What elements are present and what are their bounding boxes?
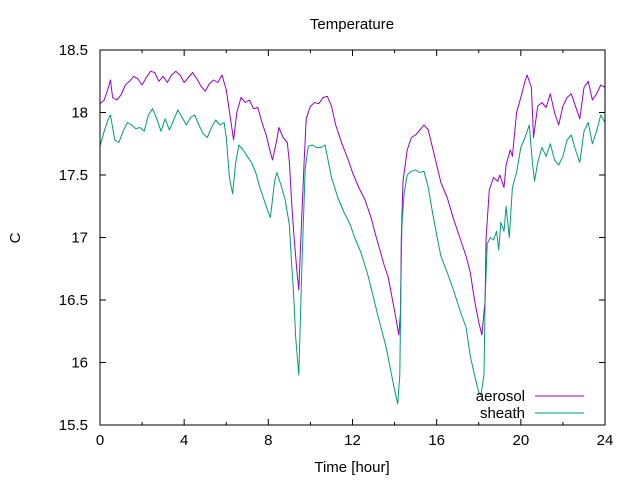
x-tick-label: 16	[428, 432, 445, 449]
y-tick-label: 16	[71, 355, 88, 372]
y-tick-label: 18	[71, 105, 88, 122]
x-tick-label: 20	[512, 432, 529, 449]
series-line-aerosol	[99, 70, 606, 336]
x-axis-ticks: 0 4 8 12 16 20 24	[96, 50, 614, 449]
y-tick-label: 18.5	[59, 42, 88, 59]
y-tick-label: 16.5	[59, 292, 88, 309]
y-tick-label: 15.5	[59, 417, 88, 434]
legend-label-sheath: sheath	[480, 405, 525, 422]
x-tick-label: 0	[96, 432, 104, 449]
y-axis-label: C	[7, 232, 24, 243]
chart-title: Temperature	[310, 16, 394, 33]
x-tick-label: 8	[264, 432, 272, 449]
x-tick-label: 4	[180, 432, 188, 449]
y-tick-label: 17.5	[59, 167, 88, 184]
x-tick-label: 24	[597, 432, 614, 449]
plot-lines	[99, 70, 606, 405]
y-tick-label: 17	[71, 230, 88, 247]
x-tick-label: 12	[344, 432, 361, 449]
x-axis-label: Time [hour]	[314, 459, 389, 476]
legend-label-aerosol: aerosol	[476, 388, 525, 405]
y-axis-ticks: 15.5 16 16.5 17 17.5 18 18.5	[59, 42, 605, 434]
series-line-sheath	[99, 108, 606, 405]
